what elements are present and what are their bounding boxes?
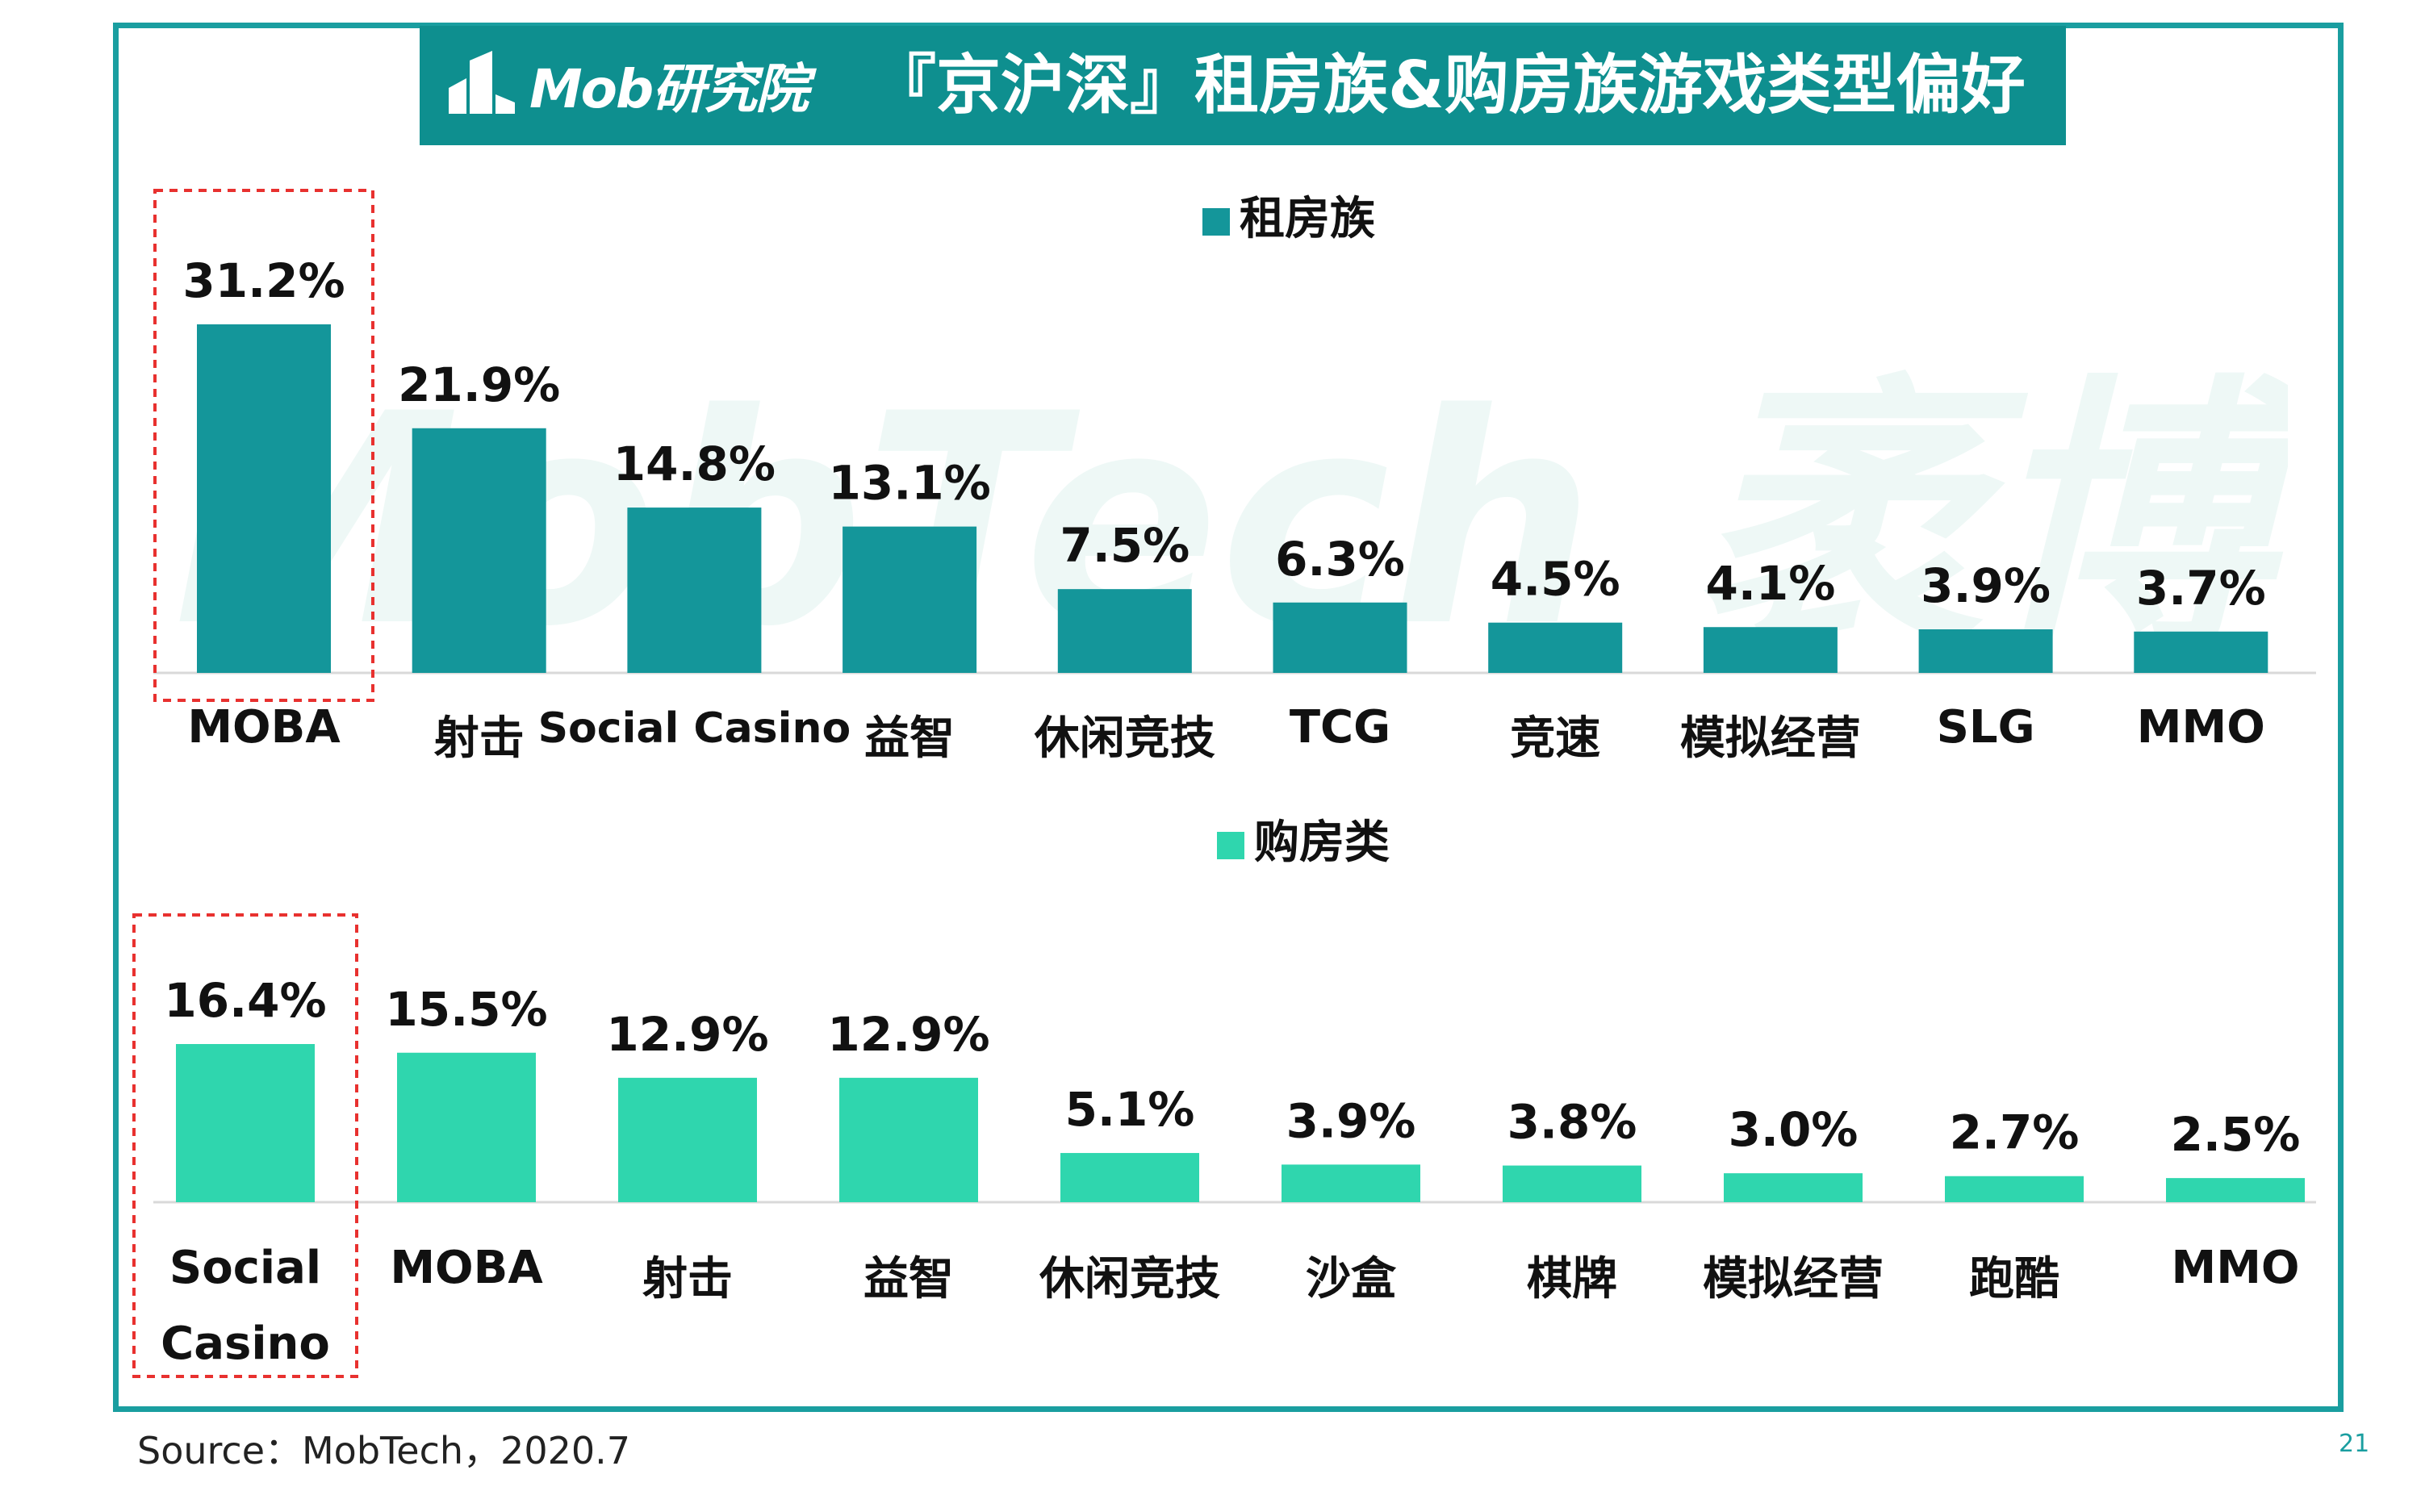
rent-category-label: 益智 [864,712,955,765]
buy-category-label: 休闲竞技 [1039,1253,1220,1305]
rent-value-label: 6.3% [1275,532,1405,587]
page-title: 『京沪深』租房族&购房族游戏类型偏好 [872,48,2026,123]
rent-category-label: MMO [2137,701,2265,754]
rent-bar [1918,629,2053,673]
rent-legend-label: 租房族 [1240,193,1375,245]
rent-value-label: 14.8% [613,436,776,491]
buy-value-label: 16.4% [164,973,326,1028]
rent-category-label: 射击 [434,712,525,765]
buy-category-label: 棋牌 [1527,1253,1617,1305]
buy-bar [1282,1164,1420,1202]
source-note: Source：MobTech，2020.7 [137,1429,631,1472]
rent-bar [1273,602,1407,673]
rent-legend-swatch [1202,208,1230,236]
rent-category-label: 模拟经营 [1680,712,1861,765]
buy-value-label: 12.9% [606,1007,768,1062]
rent-bar [2134,631,2268,673]
page-number: 21 [2339,1430,2370,1458]
buy-value-label: 3.9% [1286,1093,1416,1148]
rent-value-label: 4.5% [1491,552,1620,607]
rent-value-label: 3.9% [1921,558,2051,613]
buy-bar [1503,1165,1641,1202]
buy-bar [1724,1173,1863,1202]
rent-bar [1703,627,1838,673]
buy-bar [1060,1153,1199,1202]
buy-bar [618,1077,757,1202]
rent-value-label: 3.7% [2136,561,2266,616]
rent-category-label: 休闲竞技 [1034,712,1215,765]
buy-highlight-box [132,913,358,1378]
buy-category-label: MMO [2171,1242,2299,1294]
buy-value-label: 3.0% [1729,1102,1859,1157]
buy-category-label: 模拟经营 [1703,1253,1884,1305]
buy-category-label: 射击 [642,1253,733,1305]
buy-value-label: 15.5% [385,982,547,1037]
rent-category-label: 竞速 [1510,712,1600,765]
mob-logo: Mob研究院 [442,40,809,129]
rent-category-label: MOBA [187,701,341,754]
rent-category-label: Social Casino [538,704,851,753]
rent-bar [1057,589,1192,673]
rent-bar [843,526,977,673]
rent-bar [627,507,762,673]
buy-value-label: 2.5% [2171,1107,2301,1162]
buy-category-label: 跑酷 [1969,1253,2059,1305]
rent-value-label: 7.5% [1060,518,1190,573]
rent-bar [1488,622,1623,673]
buy-legend-swatch [1217,832,1244,859]
buy-bar [176,1044,315,1202]
buy-bar [839,1077,978,1202]
buy-legend-label: 购房类 [1254,817,1390,869]
rent-bar [197,324,331,673]
rent-category-label: SLG [1937,701,2035,754]
rent-category-label: TCG [1290,701,1390,754]
rent-highlight-box [153,189,374,702]
rent-bar [412,428,546,673]
slide-frame [113,23,2344,1412]
buy-bar [397,1052,536,1202]
buy-category-label: 沙盒 [1306,1253,1397,1305]
buy-value-label: 3.8% [1507,1095,1637,1150]
buy-bar [1945,1176,2084,1202]
title-banner [420,26,2066,145]
buy-value-label: 2.7% [1950,1105,2080,1160]
rent-value-label: 31.2% [182,253,345,308]
brand-name: Mob研究院 [529,58,809,120]
buy-bar [2166,1178,2305,1202]
buy-category-label: 益智 [863,1253,954,1305]
buy-value-label: 5.1% [1065,1082,1195,1137]
buy-category-label: MOBA [390,1242,543,1294]
rent-value-label: 13.1% [828,456,990,511]
building-logo-icon [449,51,515,114]
rent-value-label: 4.1% [1705,556,1835,611]
buy-value-label: 12.9% [827,1007,989,1062]
buy-category-label: Social Casino [161,1242,330,1370]
rent-value-label: 21.9% [398,357,560,412]
